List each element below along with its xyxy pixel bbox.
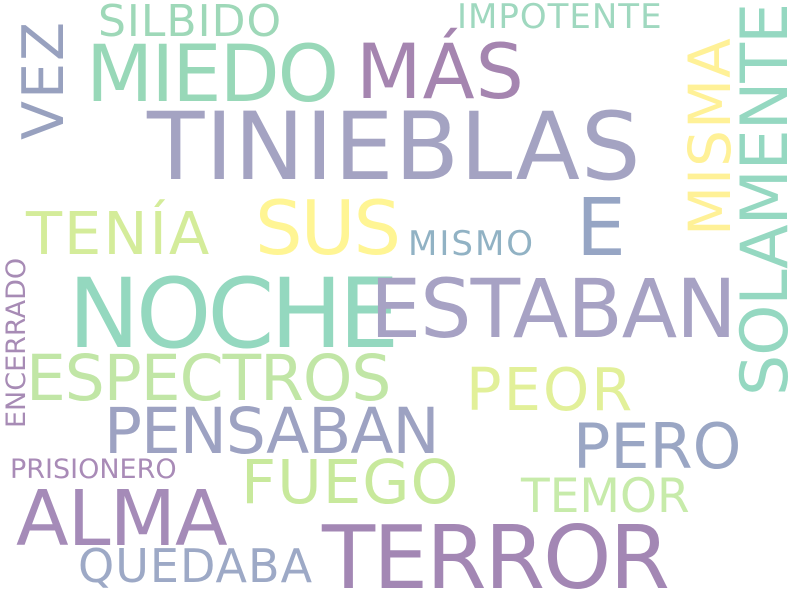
word-espectros: ESPECTROS xyxy=(26,342,391,415)
word-tinieblas: TINIEBLAS xyxy=(147,93,642,202)
word-noche: NOCHE xyxy=(68,258,399,370)
word-pensaban: PENSABAN xyxy=(104,395,440,468)
word-silbido: SILBIDO xyxy=(98,0,283,47)
word-terror: TERROR xyxy=(322,507,670,600)
word-vez: VEZ xyxy=(11,19,77,140)
word-e: E xyxy=(576,182,626,274)
word-pero: PERO xyxy=(573,410,742,483)
word-encerrado: ENCERRADO xyxy=(1,257,32,428)
word-alma: ALMA xyxy=(16,475,228,564)
word-fuego: FUEGO xyxy=(241,447,460,518)
word-tenia: TENÍA xyxy=(26,199,212,268)
word-quedaba: QUEDABA xyxy=(78,539,314,593)
word-mas: MÁS xyxy=(356,27,525,116)
word-impotente: IMPOTENTE xyxy=(457,0,663,37)
word-misma: MISMA xyxy=(676,37,744,236)
word-temor: TEMOR xyxy=(521,469,690,524)
word-estaban: ESTABAN xyxy=(370,263,737,357)
word-miedo: MIEDO xyxy=(86,30,339,120)
word-peor: PEOR xyxy=(466,355,635,424)
word-prisionero: PRISIONERO xyxy=(10,454,177,485)
word-mismo: MISMO xyxy=(408,224,536,264)
word-sus: SUS xyxy=(255,184,401,272)
